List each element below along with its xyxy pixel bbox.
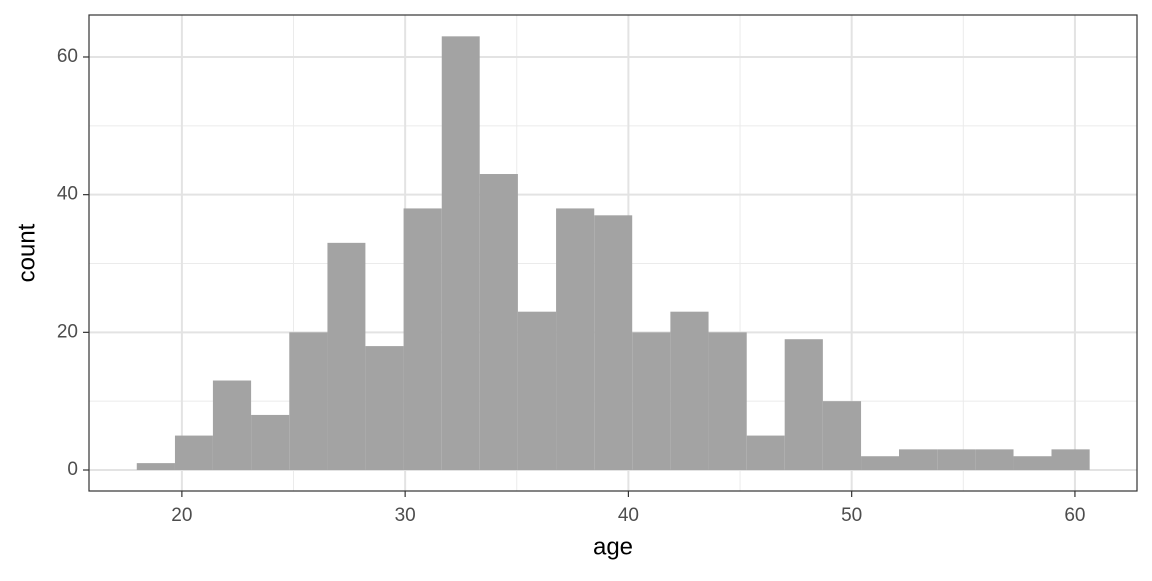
bar — [441, 36, 480, 471]
bar — [1051, 449, 1090, 471]
x-tick-label: 40 — [618, 505, 639, 526]
bar — [746, 435, 785, 471]
bar — [975, 449, 1014, 471]
axes: 20 30 40 50 60 0 20 40 60 — [57, 46, 1086, 526]
bar — [251, 414, 290, 471]
bar — [365, 346, 404, 471]
bar — [937, 449, 976, 471]
bar — [784, 339, 823, 471]
bar — [632, 332, 671, 471]
y-tick-label: 60 — [57, 46, 78, 67]
bar — [708, 332, 747, 471]
y-axis-label: count — [13, 223, 40, 282]
y-tick-label: 0 — [67, 459, 78, 480]
bar — [289, 332, 328, 471]
x-axis-label: age — [593, 533, 633, 560]
bar — [556, 208, 595, 471]
bar — [327, 242, 366, 471]
bar — [212, 380, 252, 471]
bar — [517, 311, 557, 471]
bar — [861, 456, 900, 471]
bar — [174, 435, 213, 471]
panel-border — [88, 14, 1138, 492]
bars — [136, 36, 1090, 471]
bar — [594, 215, 633, 471]
bar — [136, 463, 175, 471]
bar — [479, 174, 518, 471]
x-tick-label: 50 — [841, 505, 862, 526]
x-tick-label: 30 — [395, 505, 416, 526]
y-tick-label: 40 — [57, 184, 78, 205]
y-tick-label: 20 — [57, 321, 78, 342]
bar — [670, 311, 709, 471]
bar — [899, 449, 938, 471]
x-tick-label: 60 — [1064, 505, 1085, 526]
bar — [822, 401, 862, 471]
x-tick-label: 20 — [171, 505, 192, 526]
bar — [403, 208, 442, 471]
bar — [1013, 456, 1052, 471]
